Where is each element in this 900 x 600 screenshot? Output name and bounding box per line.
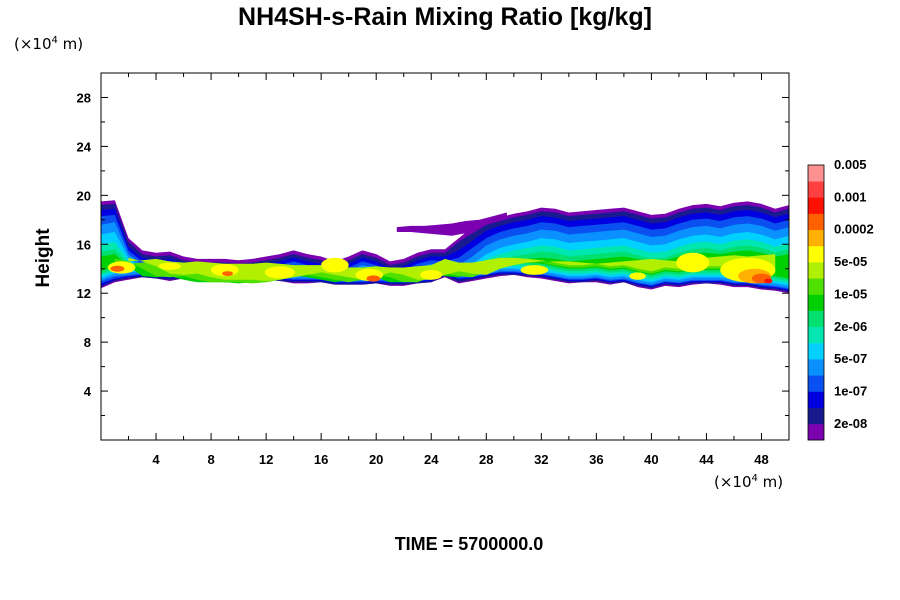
colorbar-swatch-7 [808,310,824,328]
x-axis-unit: (×104 m) [714,473,783,491]
colorbar-swatch-11 [808,245,824,263]
contour-core-4 [222,271,234,276]
y-tick-label-28: 28 [77,90,91,105]
colorbar-label-2: 5e-07 [834,351,867,366]
colorbar-label-7: 0.001 [834,189,867,204]
x-tick-labels: 4 8 12 16 20 24 28 32 36 40 44 48 [152,452,768,467]
x-tick-label-12: 12 [259,452,273,467]
y-tick-label-24: 24 [77,139,92,154]
contour-bands [101,200,789,294]
colorbar-label-3: 2e-06 [834,319,867,334]
colorbar-swatch-3 [808,375,824,392]
colorbar-swatch-1 [808,407,824,425]
colorbar-swatch-14 [808,197,824,214]
contour-core-10 [520,265,549,275]
colorbar: 2e-08 1e-07 5e-07 2e-06 1e-05 5e-05 0.0002 0.00… [807,157,874,441]
axis-ticks [101,73,789,440]
plot-area [100,72,790,441]
plot-frame [100,72,790,441]
contour-core-6 [321,257,349,273]
colorbar-swatch-12 [808,229,824,247]
contour-core-16 [764,278,773,284]
y-tick-label-20: 20 [77,188,91,203]
colorbar-swatch-13 [808,213,824,231]
colorbar-frame [807,164,825,441]
x-tick-label-20: 20 [369,452,383,467]
contour-core-5 [264,266,295,279]
contour-core-12 [676,252,710,273]
colorbar-swatch-9 [808,278,824,295]
y-tick-label-8: 8 [84,335,91,350]
colorbar-swatch-15 [808,181,824,198]
x-tick-label-4: 4 [152,452,160,467]
colorbar-swatch-10 [808,262,824,279]
x-tick-label-16: 16 [314,452,328,467]
y-tick-label-12: 12 [77,286,91,301]
y-axis-label: Height [33,228,54,288]
contour-cores [107,252,776,284]
colorbar-label-6: 0.0002 [834,222,874,237]
colorbar-label-0: 2e-08 [834,416,867,431]
colorbar-swatch-6 [808,326,824,344]
colorbar-label-8: 0.005 [834,157,867,172]
colorbar-label-4: 1e-05 [834,286,867,301]
x-tick-label-44: 44 [699,452,714,467]
y-tick-label-16: 16 [77,237,91,252]
colorbar-swatch-16 [808,165,824,182]
y-tick-label-4: 4 [84,384,92,399]
y-axis-unit: (×104 m) [14,35,83,53]
x-tick-label-24: 24 [424,452,439,467]
x-tick-label-28: 28 [479,452,493,467]
colorbar-label-1: 1e-07 [834,384,867,399]
y-tick-labels: 4 8 12 16 20 24 28 [77,90,92,399]
time-label: TIME = 5700000.0 [395,534,544,554]
contour-core-2 [158,262,181,270]
colorbar-swatch-4 [808,359,824,376]
contour-core-9 [420,270,443,280]
x-tick-label-48: 48 [754,452,768,467]
colorbar-label-5: 5e-05 [834,254,867,269]
x-tick-label-8: 8 [207,452,214,467]
colorbar-swatch-8 [808,294,824,311]
colorbar-swatch-5 [808,342,824,360]
chart-title: NH4SH-s-Rain Mixing Ratio [kg/kg] [238,3,652,31]
x-tick-label-36: 36 [589,452,603,467]
colorbar-swatch-2 [808,391,824,408]
contour-core-8 [366,275,381,282]
contour-core-1 [110,265,125,272]
x-tick-label-32: 32 [534,452,548,467]
x-tick-label-40: 40 [644,452,658,467]
colorbar-swatch-0 [808,423,824,441]
contour-core-11 [629,272,646,280]
